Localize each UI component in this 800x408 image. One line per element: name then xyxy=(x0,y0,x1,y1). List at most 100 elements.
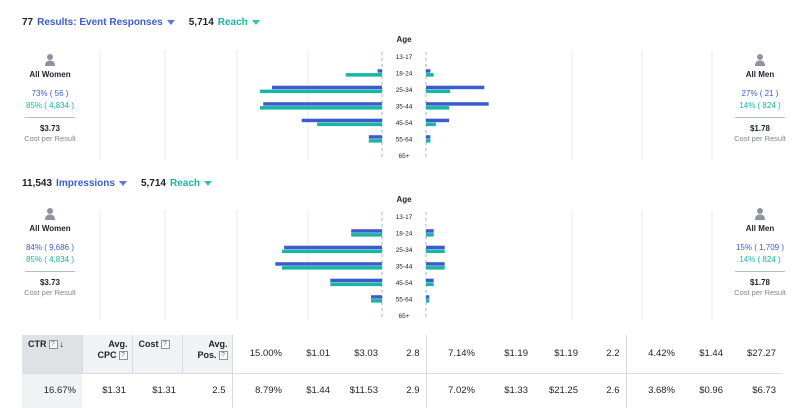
bar-women-results[interactable] xyxy=(368,135,382,139)
men-label: All Men xyxy=(745,70,775,79)
bar-men-results[interactable] xyxy=(426,102,489,106)
help-icon[interactable]: ? xyxy=(218,351,228,361)
column-header-ctr[interactable]: CTR? ↓ xyxy=(22,335,83,374)
bar-women-results[interactable] xyxy=(377,69,382,73)
age-tick-label: 45-54 xyxy=(396,120,413,127)
sort-down-icon[interactable]: ↓ xyxy=(59,339,65,349)
age-tick-label: 35-44 xyxy=(396,264,413,271)
chevron-down-icon[interactable] xyxy=(251,19,260,25)
table-cell: $1.19 xyxy=(481,335,534,374)
table-cell: $1.33 xyxy=(504,385,528,397)
table-cell: $3.03 xyxy=(336,335,384,374)
bar-men-reach[interactable] xyxy=(426,299,430,303)
table-row: CTR? ↓ Avg. CPC? Cost? Avg. Pos.? 15.00% … xyxy=(22,335,782,374)
women-results-pct: 73% ( 56 ) xyxy=(31,89,69,98)
bar-men-reach[interactable] xyxy=(426,282,434,287)
women-impressions-pct: 84% ( 9,686 ) xyxy=(25,243,75,252)
bar-women-results[interactable] xyxy=(301,118,382,123)
help-icon[interactable]: ? xyxy=(160,340,170,350)
bar-women-results[interactable] xyxy=(263,102,382,106)
bar-women-impressions[interactable] xyxy=(284,245,382,250)
bar-women-reach[interactable] xyxy=(281,266,382,270)
women-summary: All Women 73% ( 56 ) 85% ( 4,834 ) $3.73… xyxy=(10,54,90,143)
reach-metric-dropdown[interactable]: Reach xyxy=(170,177,201,189)
bar-men-impressions[interactable] xyxy=(426,262,445,266)
bar-women-reach[interactable] xyxy=(281,249,382,254)
bar-men-results[interactable] xyxy=(426,69,431,73)
women-cost: $3.73 xyxy=(39,278,61,287)
bar-women-reach[interactable] xyxy=(351,233,382,237)
bar-women-reach[interactable] xyxy=(259,106,382,110)
chart-svg: Age 13-17 18-24 25-34 35-44 45-54 55-64 65+ xyxy=(99,35,713,160)
table-cell: $1.31 xyxy=(152,385,176,397)
column-header-avg-pos[interactable]: Avg. Pos.? xyxy=(182,335,233,374)
age-tick-label: 18-24 xyxy=(396,231,413,238)
header-label: Cost xyxy=(138,339,159,349)
women-label: All Women xyxy=(29,224,71,233)
header-label: Avg. Pos. xyxy=(197,339,228,360)
bar-women-reach[interactable] xyxy=(345,73,382,77)
age-gender-chart-impressions: Age 13-17 18-24 25-34 35-44 45-54 55-64 65+ All… xyxy=(0,192,800,320)
bar-women-reach[interactable] xyxy=(371,299,382,303)
bar-men-reach[interactable] xyxy=(426,233,434,237)
bar-women-impressions[interactable] xyxy=(351,229,382,233)
bar-men-reach[interactable] xyxy=(426,106,450,110)
bar-men-impressions[interactable] xyxy=(426,229,434,233)
women-cost-label: Cost per Result xyxy=(24,288,76,297)
bar-men-reach[interactable] xyxy=(426,266,445,270)
bar-men-reach[interactable] xyxy=(426,122,436,127)
bar-men-results[interactable] xyxy=(426,85,485,90)
table-cell: 16.67% xyxy=(22,373,82,408)
bar-men-results[interactable] xyxy=(426,118,450,123)
impressions-metric-dropdown[interactable]: Impressions xyxy=(56,177,115,189)
table-cell: $0.96 xyxy=(699,385,723,397)
bar-women-reach[interactable] xyxy=(368,139,382,143)
results-metric-dropdown[interactable]: Results: Event Responses xyxy=(37,16,163,28)
men-summary: All Men 15% ( 1,709 ) 14% ( 824 ) $1.78 … xyxy=(720,208,800,297)
table-cell: $27.27 xyxy=(729,335,782,374)
column-header-cost[interactable]: Cost? xyxy=(132,335,183,374)
women-cost-label: Cost per Result xyxy=(24,134,76,143)
chevron-down-icon[interactable] xyxy=(118,180,127,186)
bar-men-results[interactable] xyxy=(426,135,431,139)
bar-men-impressions[interactable] xyxy=(426,278,434,283)
person-icon xyxy=(755,208,765,220)
help-icon[interactable]: ? xyxy=(48,340,58,350)
divider xyxy=(25,271,75,272)
bar-men-reach[interactable] xyxy=(426,139,431,143)
bar-men-reach[interactable] xyxy=(426,249,445,254)
reach-count: 5,714 xyxy=(140,177,166,189)
bar-women-reach[interactable] xyxy=(317,122,382,127)
age-tick-label: 55-64 xyxy=(396,297,413,304)
table-cell: 7.14% xyxy=(426,335,481,374)
person-icon xyxy=(45,208,55,220)
chevron-down-icon[interactable] xyxy=(166,19,175,25)
axis-title: Age xyxy=(396,35,412,44)
table-cell: $11.53 xyxy=(349,385,378,397)
bar-men-reach[interactable] xyxy=(426,73,434,77)
divider xyxy=(25,117,75,118)
table-cell: 8.79% xyxy=(255,385,282,397)
men-summary: All Men 27% ( 21 ) 14% ( 824 ) $1.78 Cos… xyxy=(720,54,800,143)
bar-men-reach[interactable] xyxy=(426,89,451,94)
chevron-down-icon[interactable] xyxy=(204,180,213,186)
bar-men-impressions[interactable] xyxy=(426,245,445,250)
table-cell: $1.44 xyxy=(306,385,330,397)
women-summary: All Women 84% ( 9,686 ) 85% ( 4,834 ) $3… xyxy=(10,208,90,297)
bar-men-impressions[interactable] xyxy=(426,295,430,299)
age-tick-label: 45-54 xyxy=(396,280,413,287)
table-cell: 3.68% xyxy=(648,385,675,397)
women-reach-pct: 85% ( 4,834 ) xyxy=(25,255,75,264)
bar-women-reach[interactable] xyxy=(330,282,382,287)
bar-women-impressions[interactable] xyxy=(330,278,382,283)
reach-metric-dropdown[interactable]: Reach xyxy=(217,16,248,28)
bar-women-results[interactable] xyxy=(272,85,382,90)
bar-women-impressions[interactable] xyxy=(371,295,382,299)
bar-women-reach[interactable] xyxy=(259,89,382,94)
table-cell: $1.44 xyxy=(681,335,729,374)
age-tick-label: 25-34 xyxy=(396,87,413,94)
bar-women-impressions[interactable] xyxy=(275,262,382,266)
help-icon[interactable]: ? xyxy=(118,351,128,361)
column-header-avg-cpc[interactable]: Avg. CPC? xyxy=(82,335,133,374)
divider xyxy=(735,117,785,118)
